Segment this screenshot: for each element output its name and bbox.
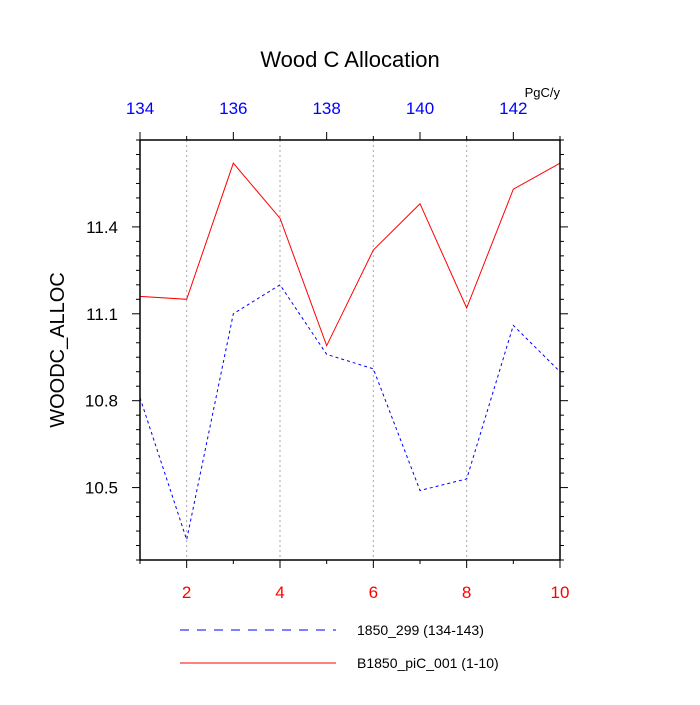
- y-tick-label: 10.5: [85, 479, 118, 498]
- x-top-tick-label: 134: [126, 99, 154, 118]
- x-bottom-tick-label: 2: [182, 583, 191, 602]
- grid-lines: [186, 140, 468, 560]
- y-tick-label: 11.4: [86, 218, 118, 237]
- legend-label-2: B1850_piC_001 (1-10): [357, 655, 499, 671]
- x-bottom-tick-label: 6: [369, 583, 378, 602]
- units-label: PgC/y: [525, 85, 561, 100]
- axes: 2 4 6 8 10 134 136 138 140 142 10.5 10.8 11.1 11.4: [85, 99, 570, 602]
- y-tick-label: 10.8: [85, 392, 118, 411]
- y-axis-label: WOODC_ALLOC: [47, 272, 69, 428]
- y-tick-label: 11.1: [86, 305, 118, 324]
- x-top-tick-label: 138: [312, 99, 340, 118]
- series-line-1: [139, 284, 561, 542]
- x-bottom-tick-label: 10: [551, 583, 570, 602]
- chart-title: Wood C Allocation: [260, 47, 439, 72]
- legend: 1850_299 (134-143) B1850_piC_001 (1-10): [180, 622, 499, 671]
- series-lines: [139, 162, 561, 542]
- series-line-2: [139, 162, 561, 347]
- x-top-tick-label: 136: [219, 99, 247, 118]
- x-bottom-tick-label: 8: [462, 583, 471, 602]
- x-top-tick-label: 142: [499, 99, 527, 118]
- plot-frame: [139, 139, 561, 561]
- x-top-tick-label: 140: [406, 99, 434, 118]
- legend-label-1: 1850_299 (134-143): [357, 622, 484, 638]
- x-bottom-tick-label: 4: [275, 583, 284, 602]
